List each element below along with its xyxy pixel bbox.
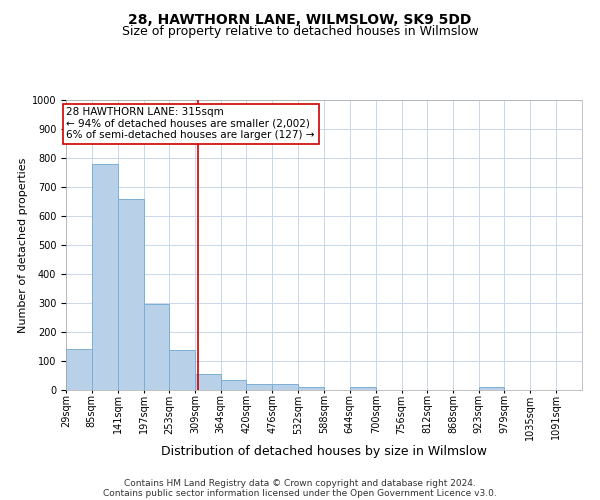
- Text: 28, HAWTHORN LANE, WILMSLOW, SK9 5DD: 28, HAWTHORN LANE, WILMSLOW, SK9 5DD: [128, 12, 472, 26]
- Bar: [479, 387, 505, 390]
- X-axis label: Distribution of detached houses by size in Wilmslow: Distribution of detached houses by size …: [161, 445, 487, 458]
- Bar: [195, 374, 221, 390]
- Y-axis label: Number of detached properties: Number of detached properties: [17, 158, 28, 332]
- Bar: [118, 198, 143, 390]
- Text: Size of property relative to detached houses in Wilmslow: Size of property relative to detached ho…: [122, 25, 478, 38]
- Text: Contains HM Land Registry data © Crown copyright and database right 2024.: Contains HM Land Registry data © Crown c…: [124, 478, 476, 488]
- Text: Contains public sector information licensed under the Open Government Licence v3: Contains public sector information licen…: [103, 488, 497, 498]
- Bar: [169, 350, 195, 390]
- Bar: [298, 387, 324, 390]
- Bar: [272, 384, 298, 390]
- Bar: [221, 380, 247, 390]
- Bar: [350, 387, 376, 390]
- Text: 28 HAWTHORN LANE: 315sqm
← 94% of detached houses are smaller (2,002)
6% of semi: 28 HAWTHORN LANE: 315sqm ← 94% of detach…: [67, 108, 315, 140]
- Bar: [66, 348, 92, 390]
- Bar: [143, 304, 169, 390]
- Bar: [92, 164, 118, 390]
- Bar: [247, 384, 272, 390]
